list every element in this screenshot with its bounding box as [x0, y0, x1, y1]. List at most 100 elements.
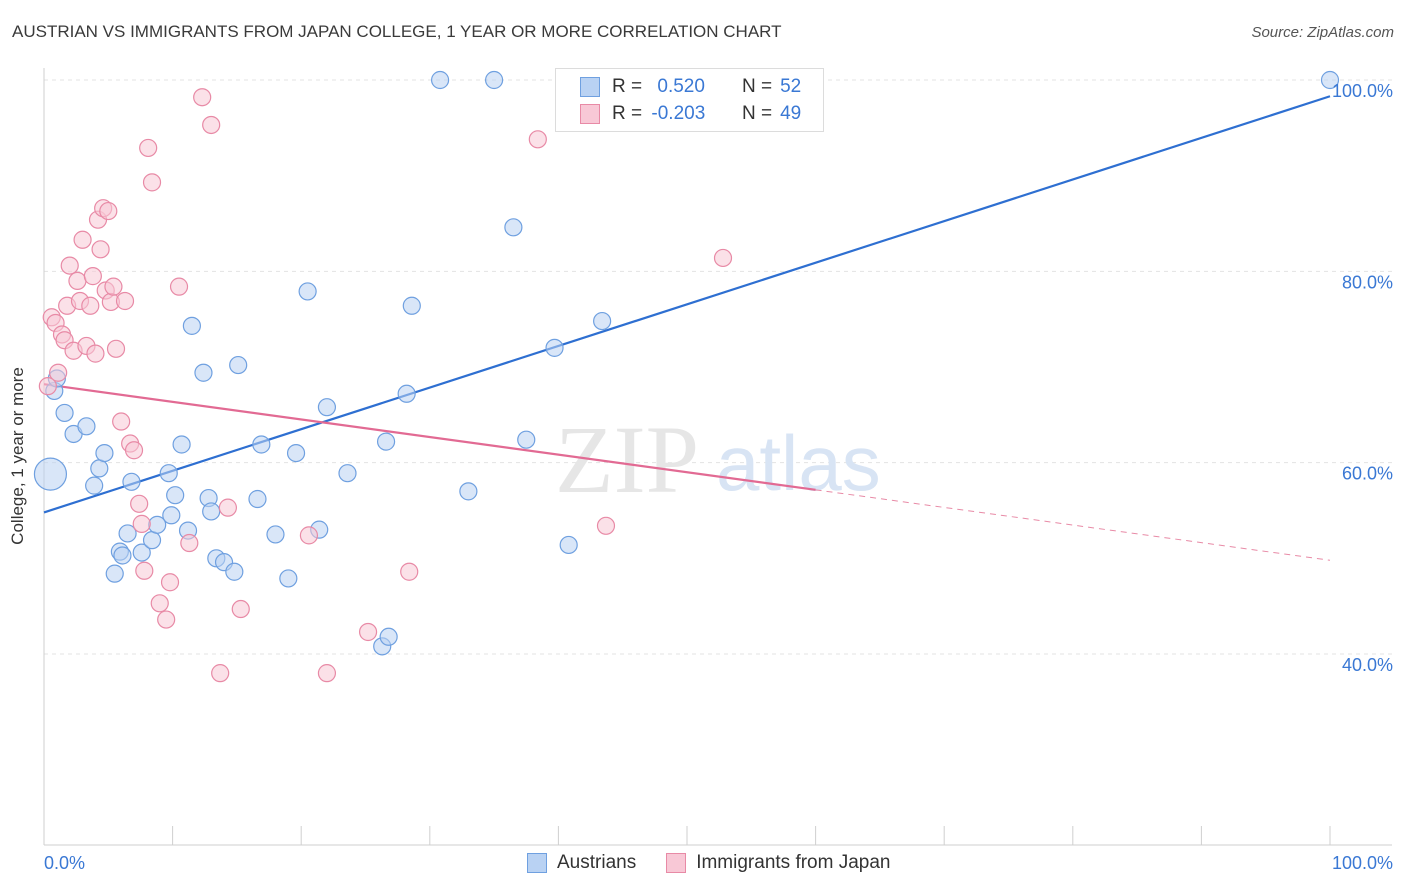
point-japan — [193, 88, 212, 107]
point-japan — [142, 173, 162, 192]
point-austrians — [397, 384, 416, 403]
point-japan — [124, 441, 144, 460]
point-japan — [38, 377, 57, 396]
point-japan — [317, 664, 337, 683]
point-japan — [202, 115, 221, 135]
point-japan — [132, 514, 151, 533]
point-austrians — [225, 562, 244, 581]
bottom-legend-austrians: Austrians — [557, 852, 637, 873]
point-austrians — [166, 486, 185, 505]
source-label: Source: ZipAtlas.com — [1251, 24, 1394, 41]
point-austrians — [105, 564, 124, 583]
y-tick-label: 80.0% — [1342, 272, 1393, 292]
watermark: ZIP atlas — [555, 406, 881, 513]
watermark-zip: ZIP — [555, 406, 699, 513]
bottom-legend: Austrians Immigrants from Japan — [527, 852, 891, 874]
legend-n-value: 49 — [780, 103, 802, 124]
point-japan — [81, 296, 100, 315]
point-austrians — [162, 506, 181, 525]
point-japan — [112, 412, 131, 431]
point-austrians — [122, 472, 141, 491]
legend-r-austrians: R = 0.520 — [612, 76, 742, 98]
point-austrians — [182, 316, 201, 335]
bottom-legend-swatch-japan — [666, 853, 687, 873]
point-austrians — [338, 464, 357, 483]
point-japan — [104, 277, 123, 296]
point-austrians — [430, 70, 450, 90]
point-japan — [157, 610, 176, 629]
y-tick-label: 100.0% — [1332, 81, 1393, 101]
point-austrians — [485, 70, 504, 90]
point-austrians — [593, 311, 612, 331]
point-austrians — [159, 464, 178, 483]
point-austrians — [248, 489, 267, 509]
bottom-legend-japan: Immigrants from Japan — [696, 852, 891, 873]
point-japan — [218, 498, 237, 517]
point-japan — [358, 622, 378, 642]
point-japan — [150, 594, 169, 613]
point-japan — [139, 138, 158, 158]
point-japan — [99, 201, 118, 221]
point-austrians — [286, 444, 306, 463]
point-japan — [596, 516, 616, 535]
bottom-legend-swatch-austrians — [527, 853, 547, 873]
point-austrians — [376, 432, 396, 451]
tick-labels: 40.0% 60.0% 80.0% 100.0% 0.0% 100.0% — [44, 81, 1393, 873]
legend-swatch-austrians — [580, 77, 600, 97]
point-japan — [115, 291, 135, 311]
chart-title: AUSTRIAN VS IMMIGRANTS FROM JAPAN COLLEG… — [12, 22, 782, 41]
point-japan — [106, 339, 126, 358]
point-japan — [135, 561, 154, 580]
grid-lines — [44, 79, 1392, 655]
point-austrians — [55, 403, 74, 423]
point-japan — [60, 256, 79, 275]
point-austrians — [118, 524, 137, 543]
point-austrians — [559, 535, 578, 555]
y-axis-label: College, 1 year or more — [8, 367, 27, 545]
legend-r-label: R = — [612, 76, 643, 97]
point-austrians — [229, 355, 248, 375]
x-tick-label: 100.0% — [1332, 853, 1393, 873]
point-japan — [180, 533, 199, 553]
point-japan — [211, 664, 230, 683]
point-austrians — [194, 363, 213, 382]
point-japan — [68, 271, 87, 290]
point-japan — [91, 240, 110, 259]
point-austrians — [517, 430, 536, 449]
legend-n-value: 52 — [780, 76, 802, 97]
point-japan — [49, 363, 68, 382]
point-austrians — [379, 627, 398, 646]
point-austrians — [90, 459, 109, 478]
point-austrians — [132, 543, 151, 562]
data-points — [33, 70, 1340, 683]
watermark-atlas: atlas — [716, 419, 881, 507]
point-japan — [73, 230, 92, 249]
legend-row-austrians: R = 0.520 N = 52 — [580, 74, 801, 100]
point-austrians — [113, 546, 132, 565]
point-austrians — [298, 282, 317, 301]
legend-n-label: N = — [742, 76, 773, 97]
point-japan — [713, 248, 733, 268]
point-japan — [299, 526, 319, 545]
x-tick-label: 0.0% — [44, 853, 85, 873]
legend-n-label: N = — [742, 103, 773, 124]
legend-r-value: 0.520 — [657, 76, 705, 97]
point-austrians — [85, 476, 104, 495]
point-japan — [528, 130, 547, 149]
point-austrians — [545, 338, 564, 357]
y-tick-label: 40.0% — [1342, 655, 1393, 675]
legend-swatch-japan — [580, 104, 600, 124]
point-austrians — [252, 435, 271, 454]
point-austrians — [33, 457, 68, 491]
point-japan — [130, 494, 149, 513]
point-austrians — [402, 296, 421, 315]
point-austrians — [266, 525, 285, 544]
point-austrians — [142, 531, 162, 550]
point-austrians — [1320, 70, 1340, 90]
legend-r-value: -0.203 — [651, 103, 706, 124]
point-austrians — [172, 435, 191, 454]
point-japan — [400, 562, 419, 581]
point-japan — [83, 267, 102, 286]
point-austrians — [77, 417, 96, 436]
